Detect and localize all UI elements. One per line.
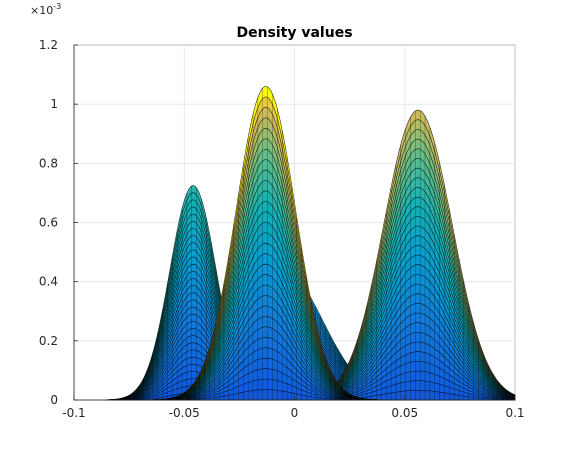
y-tick-label: 0.8 (39, 156, 58, 170)
y-multiplier-base: ×10 (30, 4, 53, 17)
x-tick-label: -0.1 (62, 406, 85, 420)
x-tick-label: 0.05 (391, 406, 418, 420)
y-tick-label: 1 (50, 97, 58, 111)
y-tick-label: 0.2 (39, 334, 58, 348)
x-tick-label: 0.1 (505, 406, 524, 420)
x-tick-label: -0.05 (169, 406, 200, 420)
y-tick-label: 1.2 (39, 38, 58, 52)
y-tick-label: 0.4 (39, 275, 58, 289)
x-tick-label: 0 (291, 406, 299, 420)
y-tick-label: 0 (50, 393, 58, 407)
y-multiplier-exponent: -3 (53, 2, 61, 11)
chart-title: Density values (236, 25, 352, 41)
y-tick-label: 0.6 (39, 216, 58, 230)
